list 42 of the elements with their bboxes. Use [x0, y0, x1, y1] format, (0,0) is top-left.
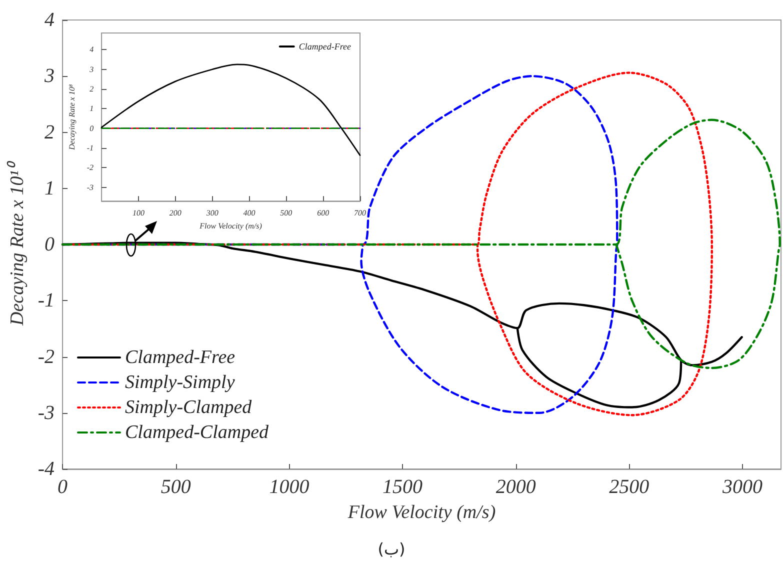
x-tick-label: 700 [354, 208, 366, 218]
legend-label: Clamped-Clamped [125, 422, 270, 443]
x-tick-label: 1000 [269, 476, 310, 498]
y-tick-label: 4 [44, 9, 55, 31]
x-axis-title: Flow Velocity (m/s) [346, 502, 496, 523]
y-tick-label: -1 [86, 144, 94, 153]
y-tick-label: 3 [44, 65, 55, 88]
x-tick-label: 500 [280, 208, 292, 218]
text: (ب) [378, 540, 406, 558]
y-tick-label: 4 [90, 45, 94, 54]
y-tick-label: -1 [38, 290, 55, 312]
y-tick-label: 3 [88, 64, 94, 74]
y-tick-label: 2 [90, 84, 94, 94]
y-tick-label: -4 [38, 458, 55, 480]
y-tick-label: -3 [38, 402, 55, 424]
y-tick-label: 0 [44, 234, 55, 256]
legend-label: Clamped-Free [298, 42, 352, 52]
x-tick-label: 300 [205, 208, 218, 218]
y-tick-label: -2 [86, 163, 94, 172]
x-tick-label: 500 [160, 476, 191, 498]
y-axis-title: Decaying Rate x 10¹⁰ [6, 160, 28, 326]
x-axis-title: Flow Velocity (m/s) [198, 222, 262, 230]
line-series [100, 64, 361, 156]
y-tick-label: 1 [90, 104, 94, 114]
x-tick-label: 3000 [721, 476, 762, 498]
legend-label: Simply-Simply [125, 372, 236, 393]
y-tick-label: 1 [44, 177, 55, 200]
line-series [61, 118, 781, 370]
y-tick-label: 0 [90, 124, 94, 133]
legend-label: Clamped-Free [125, 347, 236, 368]
x-tick-label: 600 [317, 208, 330, 218]
y-tick-label: -3 [86, 182, 94, 192]
y-axis-title: Decaying Rate x 10⁸ [68, 84, 76, 151]
x-tick-label: 2000 [496, 476, 536, 498]
x-tick-label: 400 [243, 208, 256, 218]
y-tick-label: 2 [44, 121, 55, 144]
x-tick-label: 2500 [609, 476, 650, 498]
legend-label: Simply-Clamped [125, 397, 252, 418]
x-tick-label: 100 [132, 208, 144, 218]
x-tick-label: 1500 [382, 476, 423, 498]
y-tick-label: -2 [38, 346, 55, 368]
x-tick-label: 200 [169, 208, 182, 218]
